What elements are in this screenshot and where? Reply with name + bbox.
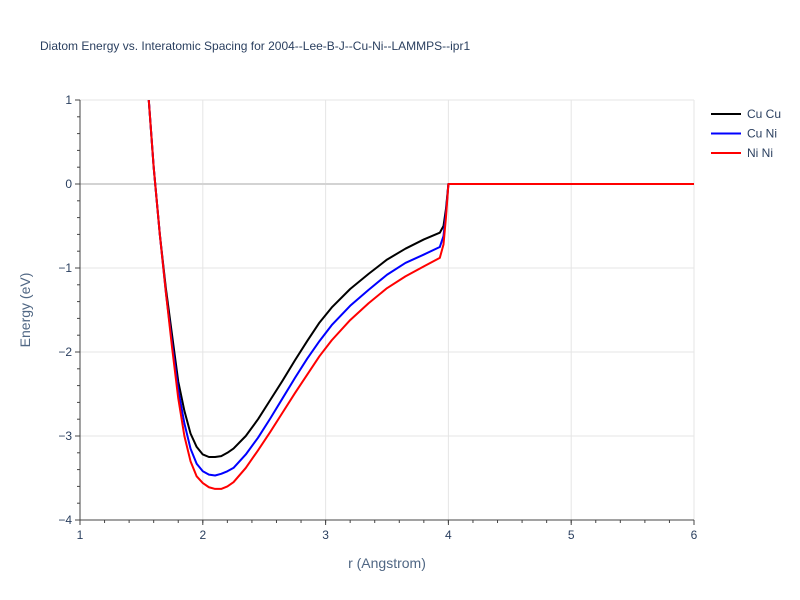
y-tick-label: −2	[58, 345, 72, 359]
legend-label: Cu Cu	[747, 107, 781, 121]
legend[interactable]: Cu Cu Cu Ni Ni Ni	[711, 107, 781, 160]
y-tick-label: −3	[58, 429, 72, 443]
series-line-ni-ni[interactable]	[147, 100, 694, 490]
legend-item[interactable]: Cu Ni	[711, 127, 777, 141]
series-lines	[147, 100, 694, 490]
y-axis-title: Energy (eV)	[17, 273, 33, 348]
x-tick-label: 2	[199, 528, 206, 542]
y-tick-label: 0	[65, 177, 72, 191]
x-tick-label: 4	[445, 528, 452, 542]
legend-item[interactable]: Cu Cu	[711, 107, 781, 121]
x-tick-label: 5	[568, 528, 575, 542]
legend-item[interactable]: Ni Ni	[711, 146, 773, 160]
x-tick-label: 3	[322, 528, 329, 542]
y-tick-label: −4	[58, 513, 72, 527]
y-tick-label: 1	[65, 93, 72, 107]
x-tick-label: 1	[77, 528, 84, 542]
x-tick-label: 6	[691, 528, 698, 542]
axes: 1 2 3 4 5 6 1 0 −1 −2 −3 −4	[58, 93, 697, 542]
x-axis-title: r (Angstrom)	[348, 555, 426, 571]
gridlines	[80, 99, 695, 520]
legend-label: Ni Ni	[747, 146, 773, 160]
legend-label: Cu Ni	[747, 127, 777, 141]
chart-title: Diatom Energy vs. Interatomic Spacing fo…	[40, 39, 470, 53]
y-tick-label: −1	[58, 261, 72, 275]
